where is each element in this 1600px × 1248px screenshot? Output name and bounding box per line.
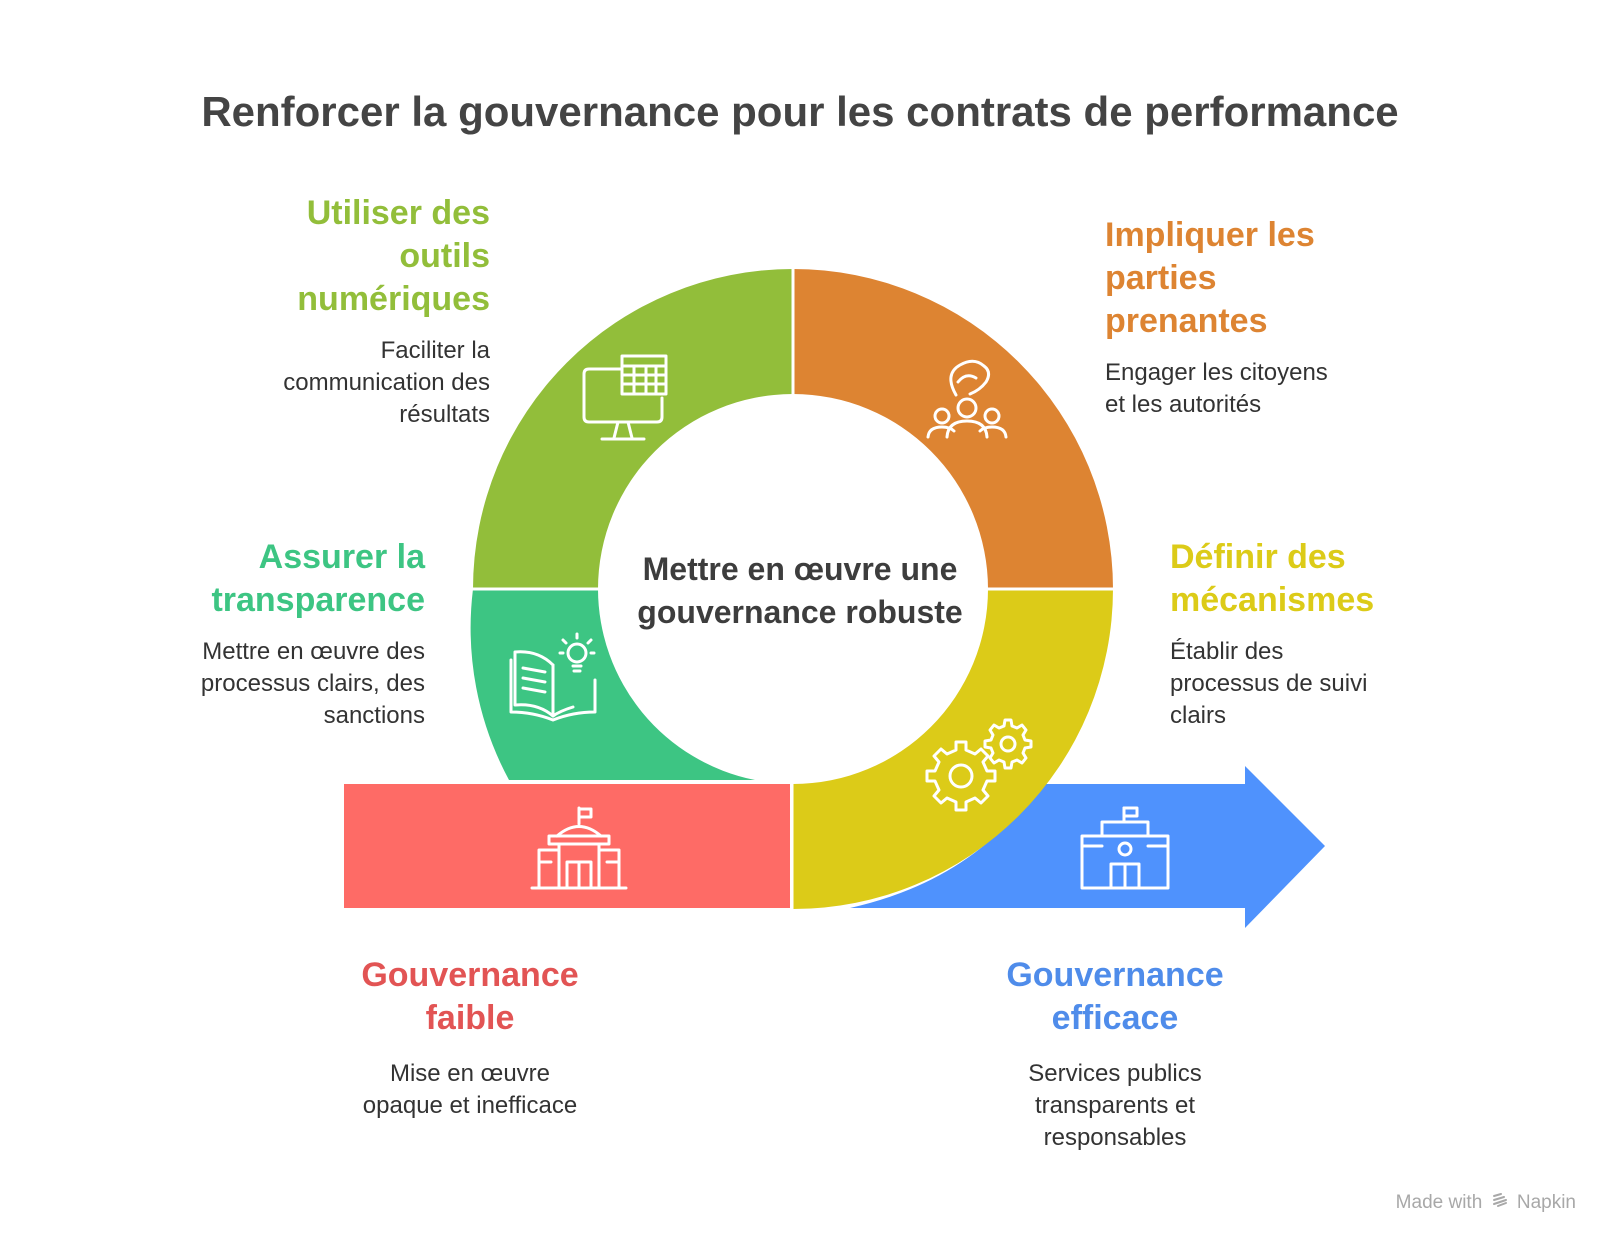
school-building-icon [1080, 806, 1170, 890]
napkin-logo-icon [1492, 1192, 1508, 1214]
heading-line: efficace [1051, 999, 1179, 1037]
heading-line: Assurer la [258, 538, 425, 576]
desc-line: Faciliter la [380, 337, 490, 364]
digital-tools-segment [473, 269, 793, 589]
book-lightbulb-icon [509, 632, 597, 722]
heading-line: Définir des [1170, 538, 1346, 576]
mechanisms-label: Définir des mécanismes Établir des proce… [1170, 536, 1470, 732]
digital-tools-description: Faciliter la communication des résultats [190, 335, 490, 431]
hand-people-icon [926, 359, 1008, 439]
weak-governance-description: Mise en œuvre opaque et inefficace [320, 1058, 620, 1122]
mechanisms-description: Établir des processus de suivi clairs [1170, 636, 1470, 732]
desc-line: Établir des [1170, 638, 1284, 665]
heading-line: Utiliser des [306, 194, 490, 232]
desc-line: processus clairs, des [200, 670, 425, 697]
transparency-label: Assurer la transparence Mettre en œuvre … [125, 536, 425, 732]
computer-spreadsheet-icon [582, 354, 668, 441]
desc-line: opaque et inefficace [362, 1092, 578, 1119]
desc-line: clairs [1170, 702, 1227, 729]
desc-line: Services publics [1028, 1060, 1202, 1087]
weak-governance-label: Gouvernance faible Mise en œuvre opaque … [320, 954, 620, 1122]
desc-line: responsables [1043, 1124, 1187, 1151]
weak-governance-heading: Gouvernance faible [320, 954, 620, 1040]
transparency-heading: Assurer la transparence [125, 536, 425, 622]
diagram-title: Renforcer la gouvernance pour les contra… [201, 88, 1399, 135]
heading-line: parties [1105, 259, 1217, 297]
mechanisms-heading: Définir des mécanismes [1170, 536, 1470, 622]
stakeholders-label: Impliquer les parties prenantes Engager … [1105, 214, 1425, 421]
gears-icon [925, 718, 1033, 812]
made-with-napkin-footer[interactable]: Made with Napkin [1396, 1192, 1576, 1214]
stakeholders-heading: Impliquer les parties prenantes [1105, 214, 1425, 343]
stakeholders-description: Engager les citoyens et les autorités [1105, 357, 1425, 421]
desc-line: Mise en œuvre [389, 1060, 551, 1087]
efficient-governance-heading: Gouvernance efficace [965, 954, 1265, 1040]
heading-line: faible [425, 999, 515, 1037]
heading-line: outils [399, 237, 490, 275]
heading-line: Impliquer les [1105, 216, 1315, 254]
desc-line: résultats [399, 401, 490, 428]
heading-line: Gouvernance [1006, 956, 1224, 994]
desc-line: Mettre en œuvre des [202, 638, 425, 665]
heading-line: numériques [297, 280, 490, 318]
government-building-icon [530, 806, 628, 890]
central-concept-line: Mettre en œuvre une [642, 551, 958, 587]
made-with-text: Made with [1395, 1192, 1483, 1213]
digital-tools-heading: Utiliser des outils numériques [190, 192, 490, 321]
heading-line: Gouvernance [361, 956, 579, 994]
desc-line: sanctions [323, 702, 425, 729]
heading-line: mécanismes [1170, 581, 1375, 619]
transparency-segment [470, 589, 755, 780]
efficient-governance-label: Gouvernance efficace Services publics tr… [965, 954, 1265, 1154]
heading-line: prenantes [1105, 302, 1268, 340]
central-concept-line: gouvernance robuste [637, 594, 963, 630]
central-concept: Mettre en œuvre une gouvernance robuste [605, 548, 995, 634]
heading-line: transparence [211, 581, 425, 619]
desc-line: transparents et [1034, 1092, 1196, 1119]
desc-line: communication des [283, 369, 490, 396]
transparency-description: Mettre en œuvre des processus clairs, de… [125, 636, 425, 732]
mechanisms-segment [793, 589, 1113, 909]
desc-line: processus de suivi [1170, 670, 1368, 697]
desc-line: Engager les citoyens [1105, 359, 1328, 386]
digital-tools-label: Utiliser des outils numériques Faciliter… [190, 192, 490, 431]
napkin-brand-text: Napkin [1516, 1192, 1576, 1213]
desc-line: et les autorités [1105, 391, 1262, 418]
efficient-governance-description: Services publics transparents et respons… [965, 1058, 1265, 1154]
